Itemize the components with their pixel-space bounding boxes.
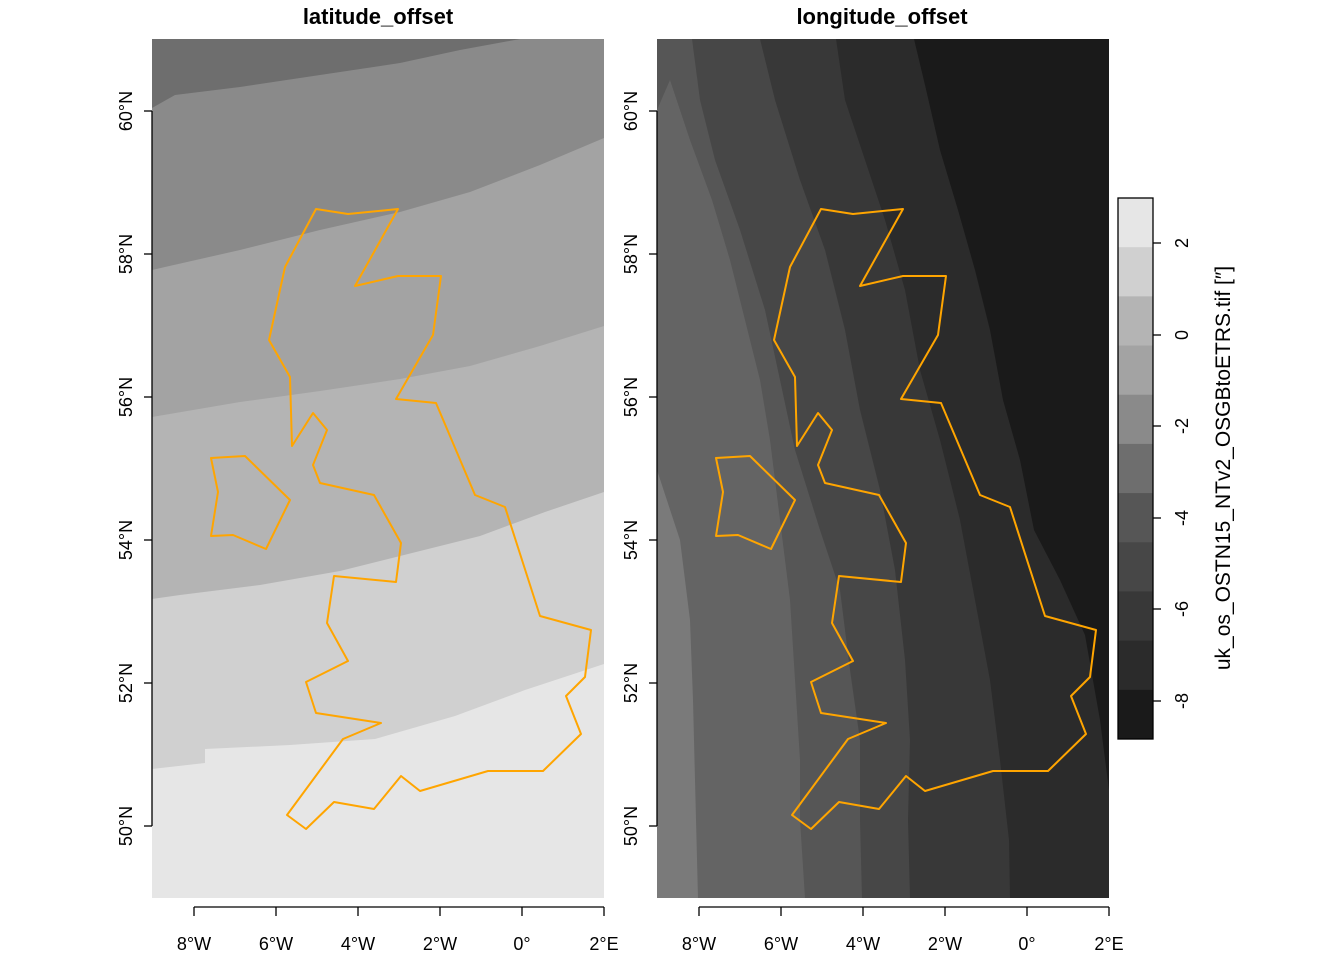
- legend-frame: [1117, 197, 1154, 740]
- lon-ticks-right: 8°W 6°W 4°W 2°W 0° 2°E: [682, 907, 1124, 954]
- left-lat-tick-label: 52°N: [116, 663, 136, 703]
- legend-swatch: [1118, 443, 1153, 494]
- coastline: [210, 208, 592, 830]
- legend-tick-label: 0: [1172, 330, 1192, 340]
- legend-ticks: 2 0 -2 -4 -6 -8: [1153, 238, 1192, 709]
- lat-ticks-left: 60°N 58°N 56°N 54°N 52°N 50°N: [116, 91, 152, 846]
- right-lat-tick-label: 58°N: [621, 234, 641, 274]
- left-lat-tick-label: 54°N: [116, 520, 136, 560]
- legend-color-bar: [1118, 198, 1153, 740]
- panel-title-latitude: latitude_offset: [303, 4, 454, 29]
- longitude-offset-panel: longitude_offset 60°N 58°N 56°N 54°N 52°N 50°…: [621, 4, 1124, 954]
- raster-band: [152, 39, 520, 108]
- right-lon-tick-label: 6°W: [764, 934, 798, 954]
- legend-swatch: [1118, 591, 1153, 642]
- legend-swatch: [1118, 689, 1153, 740]
- lon-ticks-left: 8°W 6°W 4°W 2°W 0° 2°E: [177, 907, 619, 954]
- legend-swatch: [1118, 542, 1153, 592]
- left-lon-tick-label: 2°E: [589, 934, 618, 954]
- legend-swatch: [1118, 640, 1153, 691]
- right-lat-tick-label: 54°N: [621, 520, 641, 560]
- great-britain-outline: [773, 208, 1097, 830]
- legend-tick-label: -4: [1172, 510, 1192, 526]
- legend-swatch: [1118, 394, 1153, 445]
- longitude-raster: [657, 39, 1109, 898]
- right-lat-tick-label: 50°N: [621, 806, 641, 846]
- legend-tick-label: 2: [1172, 238, 1192, 248]
- right-lon-tick-label: 2°E: [1094, 934, 1123, 954]
- lat-ticks-right: 60°N 58°N 56°N 54°N 52°N 50°N: [621, 91, 657, 846]
- panel-title-longitude: longitude_offset: [796, 4, 968, 29]
- right-lon-tick-label: 0°: [1018, 934, 1035, 954]
- legend-swatch: [1118, 493, 1153, 543]
- legend-swatch: [1118, 198, 1153, 248]
- left-lon-tick-label: 0°: [513, 934, 530, 954]
- legend-tick-label: -2: [1172, 418, 1192, 434]
- latitude-raster: [152, 39, 604, 898]
- legend-swatch: [1118, 247, 1153, 297]
- left-lon-tick-label: 2°W: [423, 934, 457, 954]
- raster-band: [152, 39, 604, 270]
- right-lon-tick-label: 8°W: [682, 934, 716, 954]
- ireland-outline: [210, 455, 291, 550]
- right-lat-tick-label: 56°N: [621, 377, 641, 417]
- left-lon-tick-label: 4°W: [341, 934, 375, 954]
- latitude-offset-panel: latitude_offset 60°N 58°N 56°N 54°N 52°N 50°N…: [116, 4, 619, 954]
- left-lon-tick-label: 8°W: [177, 934, 211, 954]
- left-lat-tick-label: 60°N: [116, 91, 136, 131]
- right-lon-tick-label: 4°W: [846, 934, 880, 954]
- great-britain-outline: [268, 208, 592, 830]
- right-lat-tick-label: 52°N: [621, 663, 641, 703]
- coastline: [715, 208, 1097, 830]
- left-lat-tick-label: 58°N: [116, 234, 136, 274]
- raster-band: [657, 80, 805, 898]
- left-lon-tick-label: 6°W: [259, 934, 293, 954]
- legend-swatch: [1118, 296, 1153, 347]
- left-lat-tick-label: 56°N: [116, 377, 136, 417]
- right-lon-tick-label: 2°W: [928, 934, 962, 954]
- raster-band: [657, 470, 698, 898]
- left-lat-tick-label: 50°N: [116, 806, 136, 846]
- right-lat-tick-label: 60°N: [621, 91, 641, 131]
- legend-swatch: [1118, 345, 1153, 396]
- ireland-outline: [715, 455, 796, 550]
- legend-tick-label: -6: [1172, 601, 1192, 617]
- legend-tick-label: -8: [1172, 693, 1192, 709]
- legend-title: uk_os_OSTN15_NTv2_OSGBtoETRS.tif [″]: [1212, 266, 1235, 670]
- legend: 2 0 -2 -4 -6 -8 uk_os_OSTN15_NTv2_OSGBtoETRS.…: [1117, 197, 1235, 740]
